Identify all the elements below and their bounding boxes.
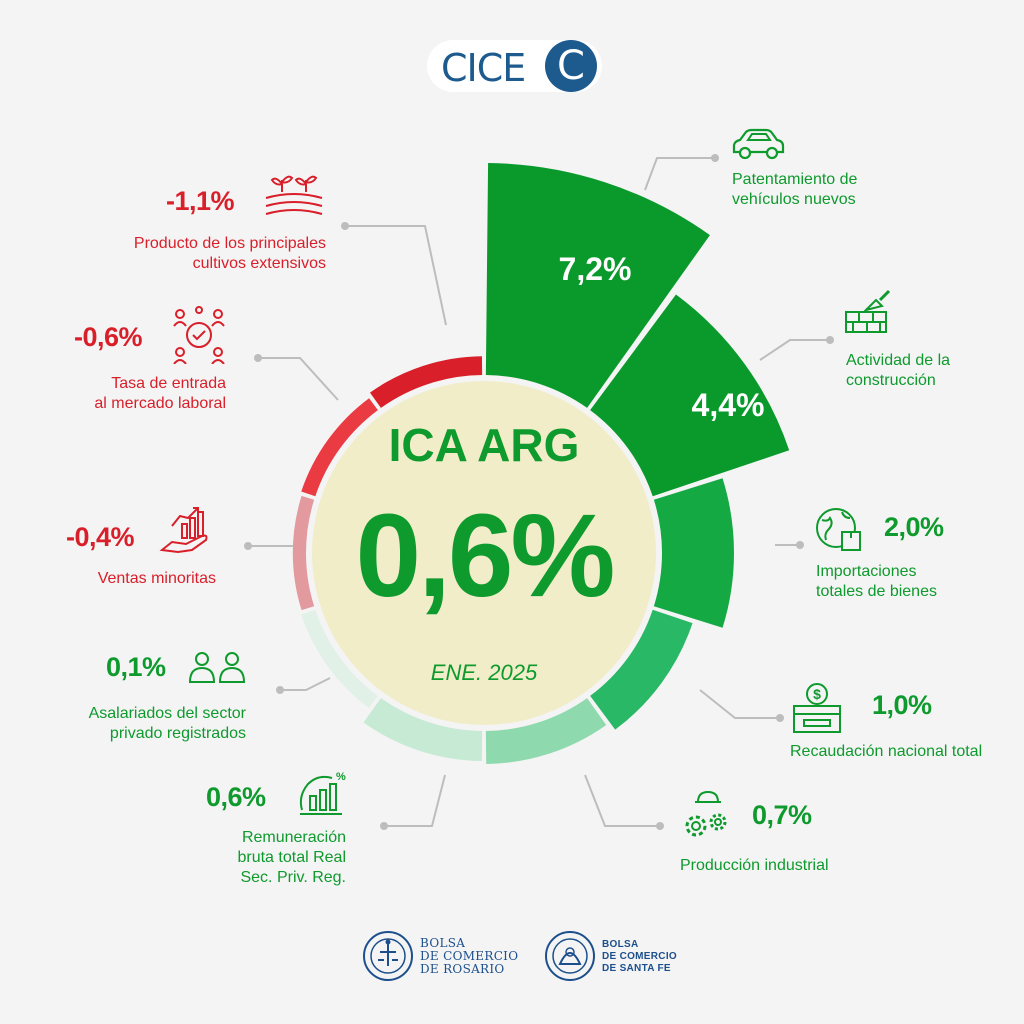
bar-remuneracion bbox=[363, 698, 483, 761]
leader-line-producto bbox=[345, 225, 447, 326]
leader-line-construccion bbox=[759, 339, 830, 361]
leader-line-produccion bbox=[584, 774, 660, 827]
bar-ventas bbox=[292, 495, 315, 611]
label-asalariados: Asalariados del sector privado registrad… bbox=[46, 704, 246, 744]
value-importaciones: 2,0% bbox=[884, 512, 944, 542]
label-remuneracion: Remuneración bruta total Real Sec. Priv.… bbox=[176, 828, 346, 888]
label-produccion: Producción industrial bbox=[680, 857, 829, 874]
network-people-icon bbox=[173, 306, 225, 364]
svg-text:$: $ bbox=[813, 686, 821, 702]
salary-chart-icon: % bbox=[299, 771, 346, 815]
center-title: ICA ARG bbox=[388, 419, 580, 471]
center-disc bbox=[312, 381, 656, 725]
bar-patentamiento bbox=[485, 163, 710, 408]
bar-construccion bbox=[590, 294, 790, 497]
label-line: Remuneración bbox=[241, 829, 346, 846]
center-value: 0,6% bbox=[355, 490, 616, 622]
value-producto: -1,1% bbox=[166, 186, 235, 216]
cicec-logo: CICE C bbox=[427, 40, 602, 92]
leader-line-recaudacion bbox=[699, 689, 780, 719]
bar-producto bbox=[369, 356, 483, 408]
globe-box-icon bbox=[816, 508, 861, 551]
label-line: Asalariados del sector bbox=[88, 705, 246, 722]
logo-line: DE COMERCIO bbox=[602, 951, 677, 962]
leader-line-patentamiento bbox=[644, 157, 715, 191]
bolsa-rosario-seal-icon bbox=[363, 931, 413, 981]
bar-importaciones bbox=[653, 478, 734, 628]
label-line: Actividad de la bbox=[846, 352, 951, 369]
value-ventas: -0,4% bbox=[66, 522, 135, 552]
leader-dot-recaudacion bbox=[776, 714, 784, 722]
bar-tasa bbox=[301, 398, 378, 497]
label-construccion: Actividad de la construcción bbox=[846, 351, 950, 391]
label-tasa: Tasa de entrada al mercado laboral bbox=[66, 374, 226, 414]
cash-register-icon: $ bbox=[793, 683, 841, 733]
label-line: al mercado laboral bbox=[94, 395, 226, 412]
label-recaudacion: Recaudación nacional total bbox=[790, 743, 983, 760]
label-line: privado registrados bbox=[109, 725, 246, 742]
car-icon bbox=[732, 128, 785, 160]
logo-text: CICE bbox=[441, 46, 526, 90]
logo-line: DE ROSARIO bbox=[420, 962, 505, 976]
label-line: construcción bbox=[846, 372, 936, 389]
leader-dot-importaciones bbox=[796, 541, 804, 549]
people-icon bbox=[188, 652, 246, 683]
bar-label-patentamiento: 7,2% bbox=[559, 251, 632, 287]
leader-dot-tasa bbox=[254, 354, 262, 362]
logo-badge-letter: C bbox=[557, 43, 585, 89]
value-produccion: 0,7% bbox=[752, 800, 812, 830]
center-period: ENE. 2025 bbox=[430, 660, 538, 685]
bricks-trowel-icon bbox=[845, 289, 891, 333]
label-line: bruta total Real bbox=[237, 849, 346, 866]
logo-line: DE COMERCIO bbox=[420, 949, 519, 963]
leader-dot-remuneracion bbox=[380, 822, 388, 830]
svg-text:%: % bbox=[336, 771, 346, 783]
gears-helmet-icon bbox=[685, 790, 727, 837]
sales-hand-icon bbox=[159, 507, 208, 554]
label-line: Sec. Priv. Reg. bbox=[240, 869, 346, 886]
bar-asalariados bbox=[301, 609, 378, 708]
label-line: cultivos extensivos bbox=[192, 255, 326, 272]
leader-lines bbox=[244, 154, 834, 830]
bar-label-construccion: 4,4% bbox=[692, 387, 765, 423]
crops-field-icon bbox=[265, 175, 323, 215]
bar-produccion bbox=[485, 698, 607, 764]
bar-recaudacion bbox=[590, 609, 693, 730]
leader-dot-patentamiento bbox=[711, 154, 719, 162]
bolsa-rosario-text: BOLSA DE COMERCIO DE ROSARIO bbox=[420, 937, 518, 976]
leader-dot-asalariados bbox=[276, 686, 284, 694]
leader-dot-construccion bbox=[826, 336, 834, 344]
leader-line-asalariados bbox=[280, 677, 331, 691]
bolsa-santafe-seal-icon bbox=[545, 931, 595, 981]
logo-line: BOLSA bbox=[602, 939, 639, 950]
label-producto: Producto de los principales cultivos ext… bbox=[96, 234, 326, 274]
label-line: Patentamiento de bbox=[732, 171, 858, 188]
label-line: Producto de los principales bbox=[133, 235, 326, 252]
value-asalariados: 0,1% bbox=[106, 652, 166, 682]
logo-line: BOLSA bbox=[420, 936, 466, 950]
label-ventas: Ventas minoritas bbox=[97, 570, 216, 587]
bolsa-santafe-text: BOLSA DE COMERCIO DE SANTA FE bbox=[602, 939, 677, 975]
logo-badge: C bbox=[545, 40, 597, 92]
leader-dot-producto bbox=[341, 222, 349, 230]
label-patentamiento: Patentamiento de vehículos nuevos bbox=[732, 170, 857, 210]
label-line: totales de bienes bbox=[816, 583, 937, 600]
label-line: Importaciones bbox=[816, 563, 917, 580]
value-tasa: -0,6% bbox=[74, 322, 143, 352]
leader-line-remuneracion bbox=[384, 774, 446, 827]
label-line: vehículos nuevos bbox=[732, 191, 856, 208]
value-remuneracion: 0,6% bbox=[206, 782, 266, 812]
leader-line-tasa bbox=[258, 357, 339, 401]
logo-line: DE SANTA FE bbox=[602, 963, 671, 974]
label-importaciones: Importaciones totales de bienes bbox=[816, 562, 937, 602]
leader-dot-ventas bbox=[244, 542, 252, 550]
label-line: Tasa de entrada bbox=[111, 375, 226, 392]
value-recaudacion: 1,0% bbox=[872, 690, 932, 720]
leader-dot-produccion bbox=[656, 822, 664, 830]
radial-bars bbox=[292, 163, 790, 764]
